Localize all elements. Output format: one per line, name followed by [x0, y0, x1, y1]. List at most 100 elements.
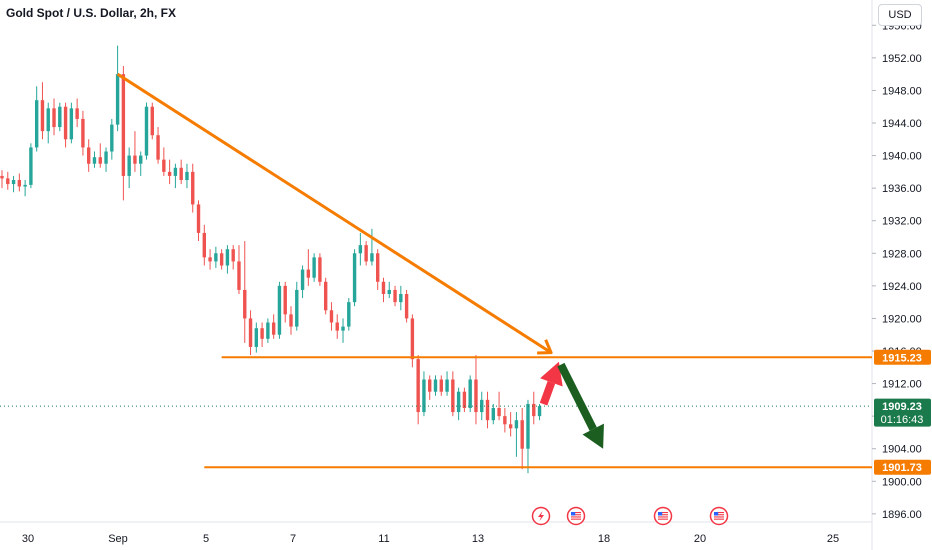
- candle-body: [399, 294, 403, 303]
- y-tick-label: 1956.00: [882, 20, 922, 32]
- candle-body: [451, 379, 455, 413]
- event-circle: [653, 506, 673, 526]
- event-circle: [709, 506, 729, 526]
- currency-button[interactable]: USD: [878, 4, 922, 26]
- y-tick-label: 1936.00: [882, 183, 922, 195]
- candle-body: [503, 416, 507, 425]
- arrow-shaft: [557, 362, 597, 431]
- flag-stripe: [658, 514, 668, 516]
- candle-body: [87, 147, 91, 164]
- us-flag-event-icon[interactable]: [653, 506, 673, 526]
- candle-body: [0, 175, 4, 179]
- candle-body: [46, 108, 50, 132]
- x-tick-label: 30: [22, 533, 34, 545]
- candle-body: [237, 261, 241, 290]
- price-tag-bg: [874, 459, 931, 475]
- candle-body: [283, 285, 287, 315]
- candle-body: [370, 253, 374, 262]
- candle-body: [127, 155, 131, 176]
- candle-body: [52, 108, 56, 128]
- candle-body: [289, 314, 293, 327]
- candle-body: [514, 420, 519, 429]
- candle-body: [202, 232, 206, 258]
- candle-body: [416, 359, 420, 413]
- candle-body: [439, 379, 443, 392]
- price-tag-bg: [874, 349, 931, 365]
- x-tick-label: 7: [290, 533, 296, 545]
- candle-body: [537, 406, 542, 417]
- candle-body: [410, 318, 415, 360]
- candle-body: [364, 245, 368, 262]
- candle-body: [115, 74, 120, 125]
- x-tick-label: 20: [694, 533, 706, 545]
- x-tick-label: 13: [472, 533, 484, 545]
- candle-body: [11, 180, 16, 185]
- candle-body: [508, 424, 513, 429]
- flag-stripe: [571, 518, 581, 520]
- candle-body: [306, 269, 311, 278]
- candle-body: [225, 249, 230, 266]
- candle-body: [6, 178, 10, 185]
- candle-body: [404, 294, 409, 319]
- candle-body: [58, 106, 62, 128]
- us-flag-event-icon[interactable]: [709, 506, 729, 526]
- candle-body: [480, 399, 484, 413]
- candle-body: [23, 184, 27, 187]
- event-circle: [566, 506, 586, 526]
- candle-body: [266, 322, 270, 339]
- candle-body: [81, 118, 85, 148]
- candle-body: [300, 269, 305, 290]
- candle-body: [219, 253, 224, 266]
- candle-body: [110, 124, 114, 152]
- candle-body: [358, 245, 363, 254]
- candle-body: [387, 289, 391, 294]
- level-price-tag: 1915.23: [874, 349, 931, 365]
- candle-body: [295, 289, 299, 327]
- flag-stripe: [571, 514, 581, 516]
- candle-body: [485, 399, 490, 421]
- trendline-arrowhead: [537, 339, 553, 355]
- x-tick-label: 18: [598, 533, 610, 545]
- flag-stripe: [571, 516, 581, 518]
- flag-canton: [714, 512, 719, 516]
- flag-stripe: [714, 518, 724, 520]
- candle-body: [179, 167, 183, 180]
- price-tag-label: 1901.73: [882, 462, 922, 474]
- candle-body: [104, 151, 108, 164]
- y-tick-label: 1904.00: [882, 444, 922, 456]
- candle-body: [34, 100, 39, 148]
- candle-body: [185, 171, 189, 180]
- flag-stripe: [714, 512, 724, 514]
- candle-body: [335, 322, 339, 331]
- x-tick-label: 25: [827, 533, 839, 545]
- candle-body: [69, 108, 74, 140]
- candle-body: [208, 257, 212, 262]
- lightning-event-icon[interactable]: [531, 506, 551, 526]
- candle-body: [456, 391, 461, 413]
- candle-body: [422, 379, 426, 413]
- flag-canton: [658, 512, 663, 516]
- candle-body: [254, 328, 259, 347]
- candle-body: [243, 289, 247, 319]
- y-tick-label: 1952.00: [882, 53, 922, 65]
- arrow-head: [582, 423, 604, 449]
- candle-body: [150, 106, 154, 136]
- candle-body: [121, 74, 126, 176]
- y-tick-label: 1896.00: [882, 509, 922, 521]
- candle-body: [445, 379, 449, 392]
- us-flag-event-icon[interactable]: [566, 506, 586, 526]
- flag-stripe: [658, 512, 668, 514]
- candle-body: [144, 106, 149, 156]
- lightning-glyph: [538, 511, 544, 521]
- y-tick-label: 1944.00: [882, 118, 922, 130]
- candle-body: [260, 328, 264, 339]
- flag-stripe: [714, 514, 724, 516]
- candle-body: [474, 379, 478, 413]
- projection-down-arrow: [557, 362, 604, 449]
- flag-stripe: [658, 518, 668, 520]
- candle-body: [277, 285, 282, 335]
- bar-countdown-label: 01:16:43: [881, 414, 924, 426]
- y-tick-label: 1948.00: [882, 85, 922, 97]
- flag-stripe: [714, 516, 724, 518]
